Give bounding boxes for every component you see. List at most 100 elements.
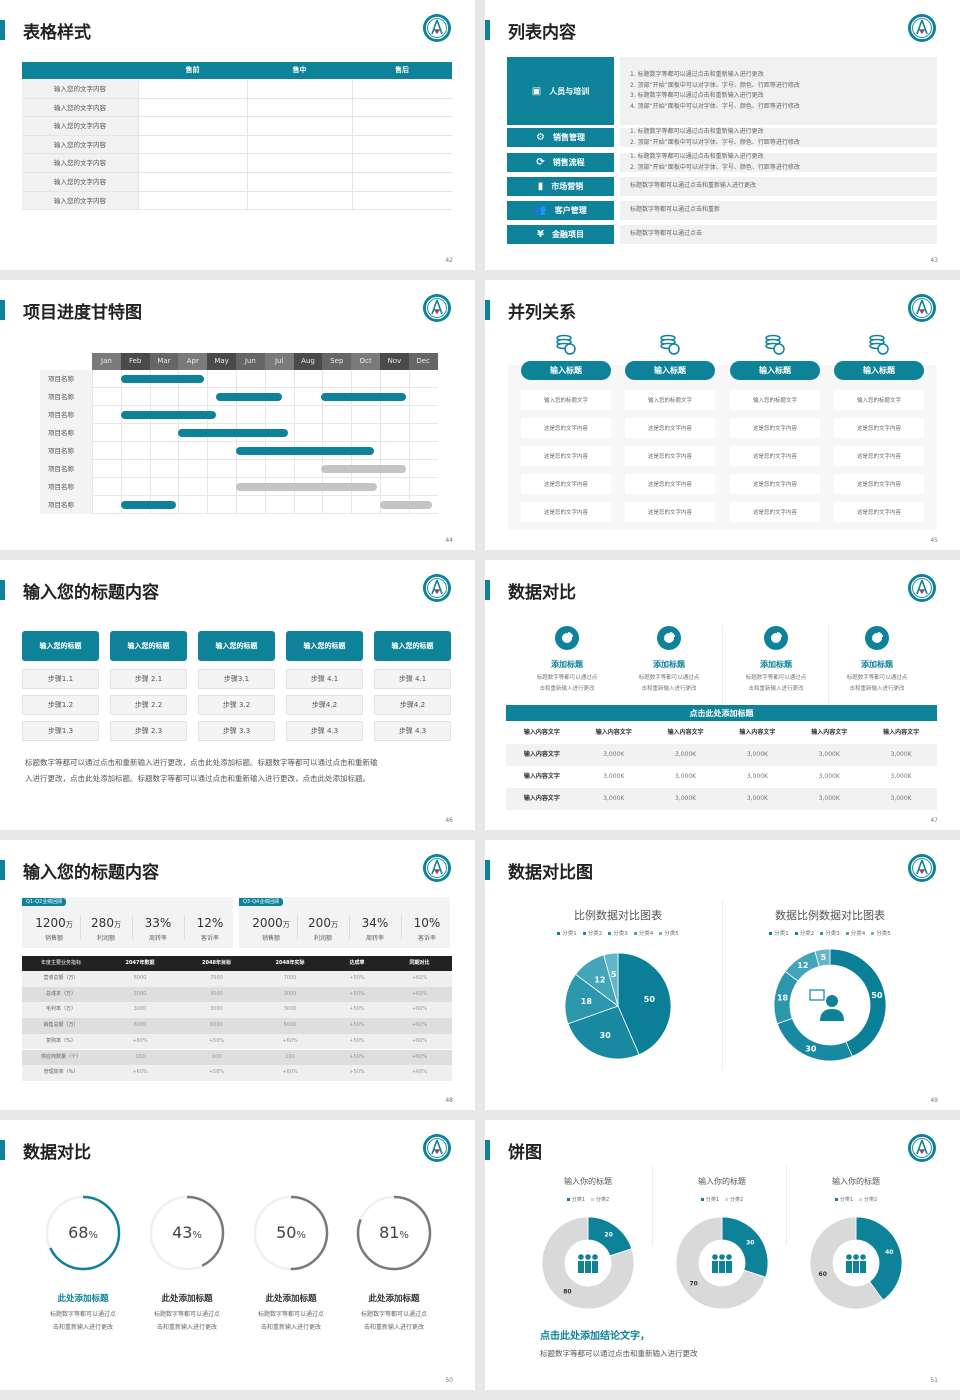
slide-title: 饼图	[508, 1143, 542, 1163]
feature-title: 添加标题	[861, 660, 893, 669]
step-header[interactable]: 输入您的标题	[110, 631, 187, 661]
title-accent-bar	[0, 20, 5, 40]
step-header[interactable]: 输入您的标题	[374, 631, 451, 661]
gantt-bar[interactable]	[320, 393, 406, 401]
ring-desc: 击和重新输入进行更改	[260, 1324, 321, 1331]
slide-51[interactable]: 饼图 51 输入你的标题 分类1 分类2 20 80 输入你的标题 分类1 分类2 30 70 输入你的…	[485, 1120, 960, 1390]
slide-42[interactable]: 表格样式 42 售前 售中 售后 输入您的文字内容 输入您的文字内容 输入您的文字内容 输入您的…	[0, 0, 475, 270]
table-cell[interactable]	[247, 154, 352, 173]
feature-desc: 标题数字等都可以通过点	[638, 675, 700, 681]
sales-process-icon: ⟳	[536, 157, 545, 168]
table-cell[interactable]	[247, 191, 352, 211]
table-cell[interactable]	[352, 191, 452, 211]
legend-item: 分类2	[591, 1196, 609, 1203]
table-cell[interactable]	[247, 80, 352, 99]
gantt-bar[interactable]	[120, 501, 176, 509]
table-row	[22, 154, 452, 173]
table-cell[interactable]	[138, 191, 247, 211]
gantt-bar[interactable]	[380, 501, 432, 509]
gantt-bar[interactable]	[215, 393, 283, 401]
logo-diamond	[920, 309, 924, 314]
slide-44[interactable]: 项目进度甘特图 44 Jan Feb Mar Apr May Jun Jul Aug Sep Oct N…	[0, 280, 475, 550]
legend-swatch	[566, 1198, 570, 1201]
slide-47[interactable]: 数据对比 47 添加标题 标题数字等都可以通过点 击和重新输入进行更改 添加标题 标题数字等…	[485, 560, 960, 830]
page-number: 51	[930, 1377, 938, 1384]
gantt-bar[interactable]	[320, 465, 406, 473]
pie-slice	[721, 1216, 769, 1278]
step-header[interactable]: 输入您的标题	[22, 631, 99, 661]
list-item-4[interactable]: 👥 客户管理	[507, 201, 614, 220]
table-cell[interactable]	[247, 135, 352, 155]
slide-48[interactable]: 输入您的标题内容 48 Q1-Q2业绩回顾 1200万 销售额 280万 利润额 33% 周转率…	[0, 840, 475, 1110]
column-header-pill[interactable]: 输入标题	[625, 361, 715, 380]
slide-50[interactable]: 数据对比 50 68% 此处添加标题 标题数字等都可以通过点 击和重新输入进行更改 43% 此…	[0, 1120, 475, 1390]
table-cell[interactable]	[138, 98, 247, 118]
month-gridline	[264, 370, 266, 514]
list-item-0[interactable]: ▣ 人员与培训	[507, 57, 614, 125]
pie-slice	[829, 948, 887, 1057]
column-header-pill[interactable]: 输入标题	[730, 361, 820, 380]
step-header[interactable]: 输入您的标题	[286, 631, 363, 661]
column-cell: 这是您的文字内容	[834, 502, 924, 522]
chart-title: 数据比例数据对比图表	[775, 909, 885, 922]
table-cell: 6000	[210, 1022, 223, 1029]
slice-label: 12	[797, 961, 808, 970]
legend-swatch	[859, 1198, 862, 1201]
slice-label: 50	[644, 995, 656, 1004]
stat-label: 销售额	[44, 935, 63, 942]
table-cell[interactable]	[247, 98, 352, 118]
slice-label: 30	[805, 1045, 817, 1054]
gantt-bar[interactable]	[236, 483, 378, 491]
step-header[interactable]: 输入您的标题	[198, 631, 275, 661]
logo-ring	[910, 296, 934, 320]
slide-43[interactable]: 列表内容 43 ▣ 人员与培训 1. 标题数字等都可以通过点击和重新输入进行更改 2. 顶…	[485, 0, 960, 270]
month-header: Oct	[351, 353, 380, 370]
table-cell: 3000	[210, 990, 223, 997]
table-cell[interactable]	[247, 117, 352, 136]
chart-legend: 分类1 分类2	[791, 1196, 921, 1203]
table-cell[interactable]	[138, 173, 247, 192]
table-cell[interactable]	[138, 80, 247, 99]
table-cell[interactable]	[247, 173, 352, 192]
column-cell: 输入您的标题文字	[730, 390, 820, 410]
slide-45[interactable]: 并列关系 45 输入标题 输入您的标题文字 这是您的文字内容 这是您的文字内容 这是您的文字…	[485, 280, 960, 550]
legend-swatch	[834, 1198, 838, 1201]
table-cell[interactable]	[352, 117, 452, 136]
list-item-1[interactable]: ⚙ 销售管理	[507, 128, 614, 147]
page-number: 50	[445, 1377, 453, 1384]
table-cell[interactable]	[138, 117, 247, 136]
logo-ring	[425, 576, 449, 600]
ring-number: 68	[68, 1223, 89, 1242]
table-cell: +60%	[411, 1006, 428, 1013]
list-item-3[interactable]: ▮ 市场营销	[507, 177, 614, 196]
logo-diamond	[435, 1149, 439, 1154]
table-cell[interactable]	[352, 80, 452, 99]
ring-title: 此处添加标题	[57, 1294, 109, 1304]
column-header-pill[interactable]: 输入标题	[521, 361, 611, 380]
title-accent-bar	[0, 580, 5, 600]
list-item-2[interactable]: ⟳ 销售流程	[507, 153, 614, 172]
ring-unit: %	[192, 1230, 202, 1241]
logo-ring	[910, 16, 934, 40]
table-cell[interactable]	[138, 135, 247, 155]
table-cell[interactable]	[138, 154, 247, 173]
table-cell[interactable]	[352, 98, 452, 118]
slide-49[interactable]: 数据对比图 49 比例数据对比图表 分类1 分类2 分类3 分类4 分类5 50 30 18 12 5 数…	[485, 840, 960, 1110]
gantt-bar[interactable]	[120, 411, 216, 419]
team-head	[578, 1254, 584, 1260]
title-accent-bar	[485, 300, 490, 320]
list-item-5[interactable]: ¥ 金融项目	[507, 225, 614, 244]
table-cell[interactable]	[352, 173, 452, 192]
gantt-bar[interactable]	[236, 447, 375, 455]
column-header-pill[interactable]: 输入标题	[834, 361, 924, 380]
stat-value: 1200万	[28, 916, 80, 930]
gantt-bar[interactable]	[178, 429, 288, 437]
table-cell[interactable]	[352, 135, 452, 155]
slide-46[interactable]: 输入您的标题内容 46 输入您的标题 步骤1.1 步骤1.2 步骤1.3 输入您的标题 步骤 …	[0, 560, 475, 830]
gantt-bar[interactable]	[120, 375, 205, 383]
stat-unit: 万	[282, 921, 290, 929]
logo-ring	[910, 1136, 934, 1160]
table-cell[interactable]	[352, 154, 452, 173]
university-logo-icon	[423, 1134, 451, 1162]
gantt-row	[40, 460, 438, 478]
